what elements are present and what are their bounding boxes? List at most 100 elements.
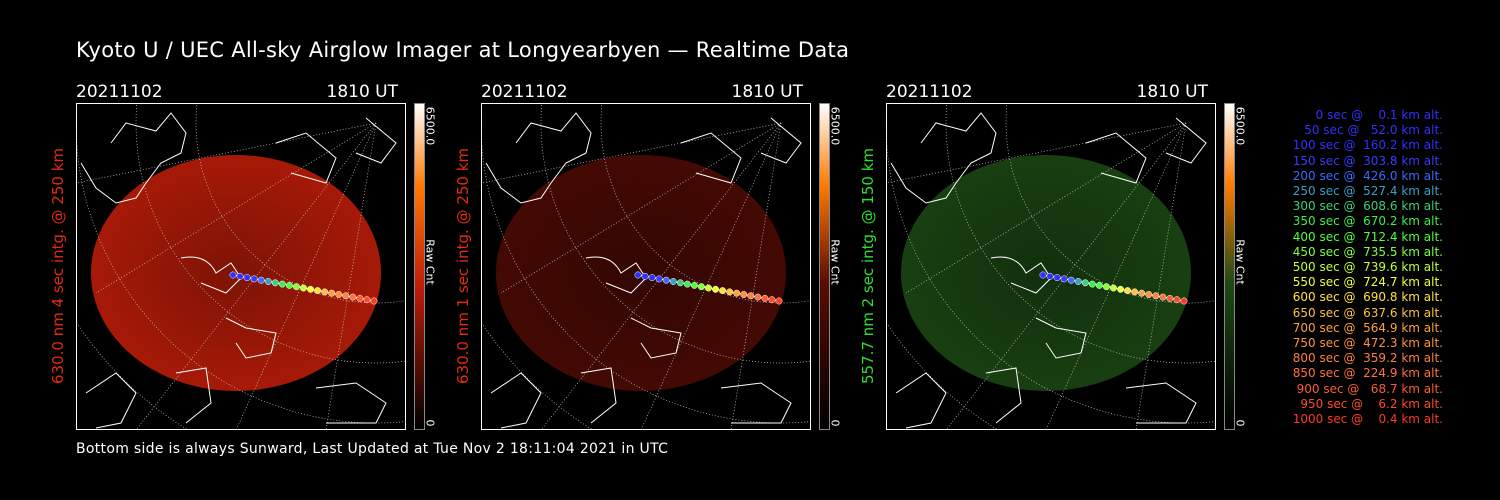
legend-item: 550 sec @ 724.7 km alt. <box>1288 275 1443 290</box>
footer-status: Bottom side is always Sunward, Last Upda… <box>76 441 669 457</box>
trajectory-marker <box>314 287 322 295</box>
coastline <box>80 112 187 204</box>
meridian-line <box>640 122 782 430</box>
meridian-line <box>905 122 1187 294</box>
meridian-line <box>540 122 782 430</box>
trajectory-marker <box>698 283 705 291</box>
trajectory-marker <box>669 278 677 285</box>
trajectory-marker <box>300 284 307 292</box>
allsky-image <box>76 103 406 430</box>
trajectory-marker <box>754 293 762 301</box>
trajectory-marker <box>1103 283 1110 291</box>
side-label: 557.7 nm 2 sec intg. @ 150 km <box>859 147 877 385</box>
trajectory-marker <box>370 297 378 305</box>
legend-item: 800 sec @ 359.2 km alt. <box>1288 351 1443 366</box>
side-label: 630.0 nm 4 sec intg. @ 250 km <box>49 147 67 385</box>
coastline <box>1125 382 1197 424</box>
panel-date: 20211102 <box>481 82 568 102</box>
trajectory-marker <box>1124 287 1132 295</box>
coastline <box>680 132 742 184</box>
trajectory-marker <box>342 292 350 300</box>
legend-item: 750 sec @ 472.3 km alt. <box>1288 336 1443 351</box>
meridian-line <box>1135 122 1187 430</box>
trajectory-marker <box>662 276 670 284</box>
latitude-circle <box>945 103 1216 364</box>
panel-time: 1810 UT <box>1136 82 1209 102</box>
trajectory-marker <box>1067 276 1075 284</box>
trajectory-marker <box>648 274 656 282</box>
legend-item: 650 sec @ 637.6 km alt. <box>1288 305 1443 320</box>
legend-item: 450 sec @ 735.5 km alt. <box>1288 244 1443 259</box>
airglow-disk <box>496 155 786 391</box>
trajectory-marker <box>349 293 357 301</box>
trajectory-marker <box>1074 278 1082 285</box>
meridian-line <box>730 122 782 430</box>
legend-item: 100 sec @ 160.2 km alt. <box>1288 138 1443 153</box>
airglow-disk <box>901 155 1191 391</box>
trajectory-marker <box>655 275 663 283</box>
trajectory-marker <box>236 272 244 280</box>
coastline <box>355 117 397 164</box>
meridian-line <box>500 122 782 294</box>
meridian-line <box>135 122 377 430</box>
trajectory-marker <box>719 287 727 295</box>
colorbar-min: 0 <box>1233 419 1247 427</box>
trajectory-marker <box>1039 271 1047 279</box>
coastline <box>890 112 997 204</box>
trajectory-marker <box>1138 289 1146 297</box>
trajectory-marker <box>1131 288 1139 296</box>
trajectory-marker <box>634 271 642 279</box>
coastline <box>1165 117 1207 164</box>
latitude-circle <box>540 103 811 364</box>
panel-date: 20211102 <box>886 82 973 102</box>
legend-item: 1000 sec @ 0.4 km alt. <box>1292 412 1443 427</box>
colorbar-max: 6500.0 <box>828 106 842 146</box>
panel-time: 1810 UT <box>731 82 804 102</box>
trajectory-marker <box>356 294 364 302</box>
trajectory-marker <box>328 289 336 297</box>
coastline <box>1035 317 1087 359</box>
colorbar <box>1224 103 1235 430</box>
trajectory-marker <box>278 280 286 288</box>
trajectory-marker <box>285 281 293 289</box>
trajectory-marker <box>1152 292 1160 300</box>
coastline <box>275 132 337 184</box>
trajectory-marker <box>257 276 265 284</box>
allsky-image <box>886 103 1216 430</box>
coastline <box>490 372 542 429</box>
trajectory-marker <box>768 296 776 304</box>
colorbar-max: 6500.0 <box>1233 106 1247 146</box>
trajectory-marker <box>641 272 649 280</box>
trajectory-marker <box>264 278 272 285</box>
trajectory-marker <box>705 284 712 292</box>
legend-item: 500 sec @ 739.6 km alt. <box>1288 260 1443 275</box>
coastline <box>1085 132 1147 184</box>
legend-item: 400 sec @ 712.4 km alt. <box>1288 229 1443 244</box>
coastline <box>630 317 682 359</box>
legend-item: 250 sec @ 527.4 km alt. <box>1288 184 1443 199</box>
trajectory-marker <box>321 288 329 296</box>
trajectory-marker <box>1180 297 1188 305</box>
trajectory-marker <box>740 291 748 298</box>
trajectory-marker <box>307 285 315 293</box>
coastline <box>315 382 387 424</box>
trajectory-marker <box>726 288 734 296</box>
panel-630-4sec: 20211102 1810 UT 630.0 nm 4 sec intg. @ … <box>49 0 496 500</box>
colorbar <box>414 103 425 430</box>
coastline <box>985 367 1022 424</box>
coastline <box>485 112 592 204</box>
legend-item: 900 sec @ 68.7 km alt. <box>1292 381 1443 396</box>
colorbar-unit: Raw Cnt <box>423 239 437 285</box>
coastline <box>580 367 617 424</box>
latitude-circle <box>135 103 406 364</box>
colorbar <box>819 103 830 430</box>
trajectory-marker <box>1081 279 1089 287</box>
trajectory-marker <box>250 275 258 283</box>
colorbar-unit: Raw Cnt <box>1233 239 1247 285</box>
legend-item: 600 sec @ 690.8 km alt. <box>1288 290 1443 305</box>
coastline <box>175 367 212 424</box>
trajectory-marker <box>1095 281 1103 289</box>
colorbar-unit: Raw Cnt <box>828 239 842 285</box>
trajectory-marker <box>1173 296 1181 304</box>
trajectory-marker <box>712 285 720 293</box>
